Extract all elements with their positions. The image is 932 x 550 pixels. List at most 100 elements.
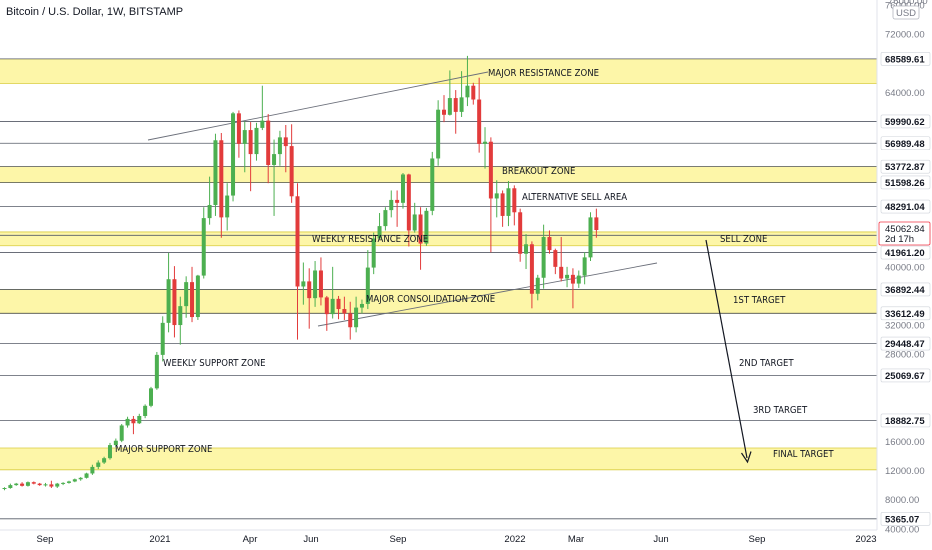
trendline (147, 71, 489, 141)
candle-body (535, 277, 540, 294)
candle-body (49, 484, 54, 487)
currency-badge-label: USD (896, 8, 916, 19)
zone-4 (0, 447, 877, 470)
target-arrow-line (705, 239, 748, 459)
candle-body (201, 218, 206, 276)
candle-body (166, 279, 171, 323)
candle-body (231, 113, 236, 196)
candle-body (272, 154, 277, 165)
time-tick-label: 2023 (855, 534, 876, 545)
zone-0 (0, 58, 877, 84)
candle-body (483, 141, 488, 144)
annotation-2nd-target: 2ND TARGET (739, 358, 794, 369)
candle-body (406, 174, 411, 231)
candle-body (324, 297, 329, 315)
price-level-label-box (880, 52, 931, 66)
candle-body (248, 130, 253, 155)
candle-body (553, 250, 558, 267)
candle-body (277, 137, 282, 155)
candle-body (254, 127, 259, 155)
candle-body (55, 483, 60, 487)
candle-body (84, 473, 89, 478)
candle-body (541, 237, 546, 278)
candle-body (377, 226, 382, 239)
annotation-final-target: FINAL TARGET (773, 449, 834, 460)
time-tick-label: Sep (749, 534, 766, 545)
price-level-label-box (880, 199, 931, 214)
candle-body (359, 303, 364, 308)
candle-body (225, 195, 230, 218)
price-tick-label: 64000.00 (885, 88, 925, 99)
price-level-label-box (880, 175, 931, 190)
candle-body (184, 282, 189, 307)
candle-body (43, 484, 48, 486)
candle-body (307, 281, 312, 299)
candle-body (260, 120, 265, 128)
annotation-3rd-target: 3RD TARGET (753, 405, 808, 416)
candle-body (518, 212, 523, 254)
candle-body (494, 193, 499, 199)
candle-body (447, 98, 452, 115)
candle-body (424, 210, 429, 244)
time-tick-label: Jun (303, 534, 318, 545)
candle-body (14, 483, 19, 486)
zone-label-weekly-resistance: WEEKLY RESISTANCE ZONE (312, 234, 428, 245)
price-level-label-box (880, 512, 931, 526)
candle-body (178, 306, 183, 326)
price-level-label: 25069.67 (885, 371, 925, 382)
candle-body (453, 98, 458, 112)
candle-body (395, 199, 400, 203)
zone-3 (0, 289, 877, 314)
current-countdown-label: 2d 17h (885, 234, 914, 245)
candle-body (436, 109, 441, 159)
candle-body (500, 193, 505, 216)
candle-body (207, 205, 212, 219)
price-tick-label: 4000.00 (885, 524, 919, 535)
candle-body (61, 482, 66, 484)
trendline-layer (147, 71, 658, 327)
zone-layer (0, 58, 877, 471)
price-level-label: 18882.75 (885, 416, 925, 427)
candle-layer (2, 55, 599, 491)
price-level-label: 56989.48 (885, 139, 925, 150)
price-level-label: 68589.61 (885, 54, 925, 65)
price-level-label: 36892.44 (885, 285, 925, 296)
candle-body (295, 196, 300, 287)
candle-body (594, 217, 599, 231)
candle-body (149, 388, 153, 406)
price-level-label: 51598.26 (885, 178, 925, 189)
candle-body (266, 120, 271, 165)
candle-body (125, 418, 130, 426)
candle-body (512, 188, 517, 213)
candle-body (365, 267, 370, 304)
zone-label-major-resistance: MAJOR RESISTANCE ZONE (488, 68, 599, 79)
price-axis[interactable]: 4000.00 8000.00 12000.00 16000.00 28000.00 32… (876, 0, 931, 535)
candle-body (459, 97, 464, 112)
candle-body (102, 458, 107, 463)
candle-body (371, 238, 376, 268)
candle-body (96, 462, 101, 467)
candle-body (154, 354, 159, 389)
candle-body (471, 85, 476, 100)
price-level-label: 41961.20 (885, 248, 925, 259)
price-tick-label: 8000.00 (885, 495, 919, 506)
price-level-label-box (880, 245, 931, 260)
annotation-1st-target: 1ST TARGET (733, 295, 786, 306)
price-tick-label: 40000.00 (885, 262, 925, 273)
price-level-label: 5365.07 (885, 514, 919, 525)
candle-body (8, 485, 13, 489)
zone-1 (0, 166, 877, 183)
candle-body (588, 217, 593, 258)
candle-body (72, 479, 77, 482)
time-axis[interactable]: Sep 2021 Apr Jun Sep 2022 Mar Jun Sep 2023 (0, 529, 877, 545)
time-tick-label: Sep (390, 534, 407, 545)
candle-body (20, 483, 25, 486)
annotation-layer: MAJOR RESISTANCE ZONE BREAKOUT ZONE ALTERN… (115, 68, 834, 464)
current-price-label: 45062.84 (885, 224, 925, 235)
price-level-label-box (880, 282, 931, 297)
candle-body (506, 188, 511, 216)
price-level-label-box (880, 368, 931, 383)
candle-body (354, 307, 359, 328)
annotation-alternative-sell: ALTERNATIVE SELL AREA (522, 192, 627, 203)
